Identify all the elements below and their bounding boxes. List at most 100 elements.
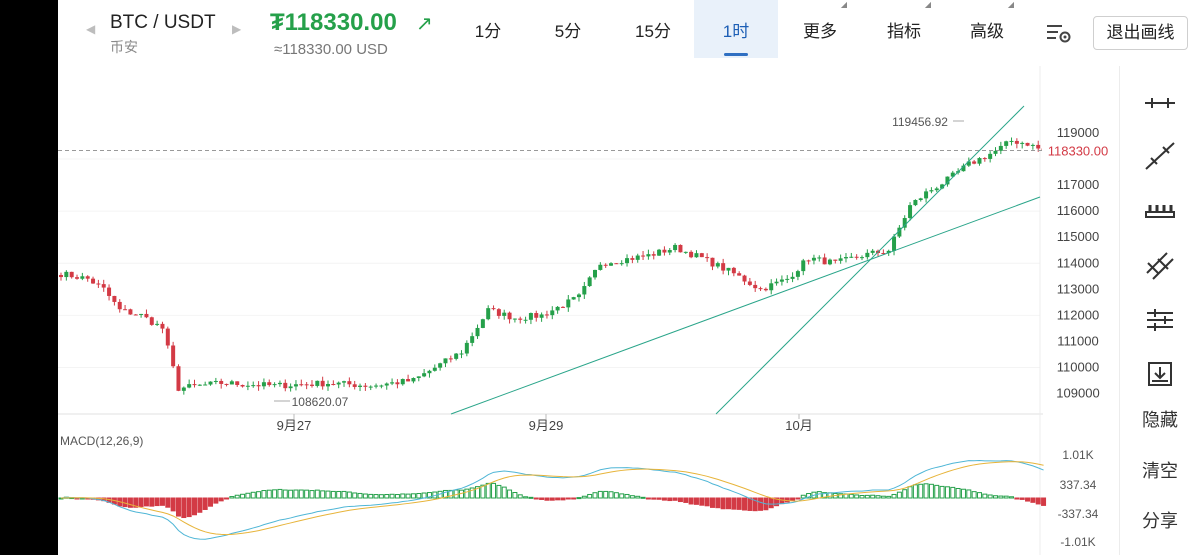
- settings-list-icon[interactable]: [1046, 22, 1072, 44]
- candle-body: [107, 287, 112, 296]
- candle-body: [261, 382, 266, 387]
- candle-body: [646, 254, 651, 257]
- candle-body: [544, 314, 549, 316]
- trend-line-icon[interactable]: [1138, 139, 1182, 173]
- candle-body: [849, 256, 854, 258]
- pair-name[interactable]: BTC / USDT: [110, 12, 216, 33]
- candle-body: [224, 383, 229, 385]
- macd-histogram-bar: [661, 497, 667, 501]
- macd-histogram-bar: [608, 491, 614, 499]
- tab-5m[interactable]: 5分: [536, 0, 600, 58]
- macd-histogram-bar: [149, 497, 155, 507]
- candle-body: [870, 250, 875, 253]
- candle-body: [582, 286, 587, 295]
- clear-button[interactable]: 清空: [1142, 461, 1178, 481]
- exchange-name: 币安: [110, 39, 138, 55]
- menu-indicators[interactable]: 指标 ◢: [884, 0, 931, 58]
- macd-histogram-bar: [870, 494, 876, 499]
- macd-histogram-bar: [341, 490, 347, 499]
- macd-histogram-bar: [528, 496, 534, 499]
- macd-histogram-bar: [501, 486, 507, 499]
- menu-more[interactable]: 更多 ◢: [800, 0, 847, 58]
- macd-histogram-bar: [944, 486, 950, 499]
- macd-histogram-bar: [240, 493, 246, 499]
- macd-histogram-bar: [747, 497, 753, 511]
- parallel-channel-icon[interactable]: [1138, 249, 1182, 283]
- candle-body: [822, 257, 827, 265]
- candle-body: [96, 283, 101, 285]
- macd-histogram-bar: [784, 497, 790, 503]
- candle-body: [245, 385, 250, 387]
- candle-body: [518, 318, 523, 320]
- candle-body: [945, 176, 950, 185]
- candle-body: [908, 205, 913, 219]
- macd-histogram-bar: [555, 497, 561, 501]
- macd-histogram-bar: [245, 492, 251, 499]
- candle-body: [358, 385, 363, 387]
- macd-histogram-bar: [976, 492, 982, 499]
- macd-histogram-bar: [224, 497, 230, 500]
- macd-histogram-bar: [325, 490, 331, 499]
- candle-body: [117, 301, 122, 310]
- candle-body: [448, 358, 453, 360]
- share-button[interactable]: 分享: [1142, 511, 1178, 531]
- candle-body: [934, 188, 939, 191]
- candle-body: [892, 236, 897, 251]
- y-axis-labels: 119000 117000 116000 115000 114000 113000 1120…: [1056, 125, 1099, 401]
- candle-body: [641, 255, 646, 257]
- candle-body: [256, 385, 261, 387]
- macd-histogram-bar: [175, 497, 181, 517]
- next-pair-icon[interactable]: ▶: [232, 22, 242, 36]
- candlesticks: [59, 137, 1046, 395]
- tab-1h[interactable]: 1时: [694, 0, 778, 58]
- candle-body: [288, 386, 293, 389]
- candle-body: [721, 263, 726, 271]
- macd-histogram-bar: [864, 494, 870, 499]
- candle-body: [566, 299, 571, 308]
- candle-body: [379, 385, 384, 387]
- trend-lines[interactable]: [450, 105, 1041, 415]
- menu-advanced[interactable]: 高级 ◢: [967, 0, 1014, 58]
- candle-body: [886, 250, 891, 254]
- macd-histogram-bar: [1003, 495, 1009, 499]
- candle-body: [689, 251, 694, 258]
- macd-histogram-bar: [448, 489, 454, 499]
- horizontal-ray-icon[interactable]: [1138, 86, 1182, 120]
- save-drawing-icon[interactable]: [1138, 358, 1182, 392]
- macd-histogram-bar: [533, 497, 539, 500]
- candle-body: [683, 251, 688, 253]
- macd-histogram-bar: [138, 497, 144, 507]
- candle-body: [155, 323, 160, 325]
- corner-triangle-icon: ◢: [924, 0, 931, 9]
- candle-body: [560, 306, 565, 308]
- ruler-icon[interactable]: [1138, 194, 1182, 228]
- candle-body: [486, 308, 491, 320]
- y-tick-label: 112000: [1057, 307, 1099, 322]
- macd-panel: MACD(12,26,9) 1.01K 337.34 -337.34 -1.01K: [58, 434, 1099, 549]
- candle-body: [838, 258, 843, 261]
- macd-histogram-bar: [352, 492, 358, 499]
- candle-body: [411, 378, 416, 382]
- y-tick-label: 114000: [1057, 255, 1099, 270]
- tab-1m[interactable]: 1分: [456, 0, 520, 58]
- candle-body: [657, 249, 662, 256]
- exit-drawing-button[interactable]: 退出画线: [1093, 16, 1188, 50]
- tab-15m[interactable]: 15分: [618, 0, 688, 58]
- x-tick-label: 10月: [785, 418, 812, 433]
- candle-body: [112, 295, 117, 302]
- macd-histogram-bar: [234, 494, 240, 499]
- macd-histogram-bar: [192, 497, 197, 516]
- fibonacci-icon[interactable]: [1138, 303, 1182, 337]
- macd-histogram-bar: [1035, 497, 1041, 505]
- price-chart[interactable]: 118330.00 119000 117000 116000 115000 114000…: [58, 66, 1119, 555]
- macd-histogram-bar: [934, 484, 940, 499]
- candle-body: [699, 253, 704, 258]
- candle-body: [988, 153, 993, 159]
- macd-histogram-bar: [496, 484, 502, 499]
- macd-histogram-bar: [517, 494, 523, 499]
- candle-body: [902, 218, 907, 228]
- macd-histogram-bar: [806, 493, 812, 499]
- hide-button[interactable]: 隐藏: [1142, 410, 1178, 430]
- macd-histogram-bar: [507, 489, 513, 499]
- prev-pair-icon[interactable]: ◀: [86, 22, 96, 36]
